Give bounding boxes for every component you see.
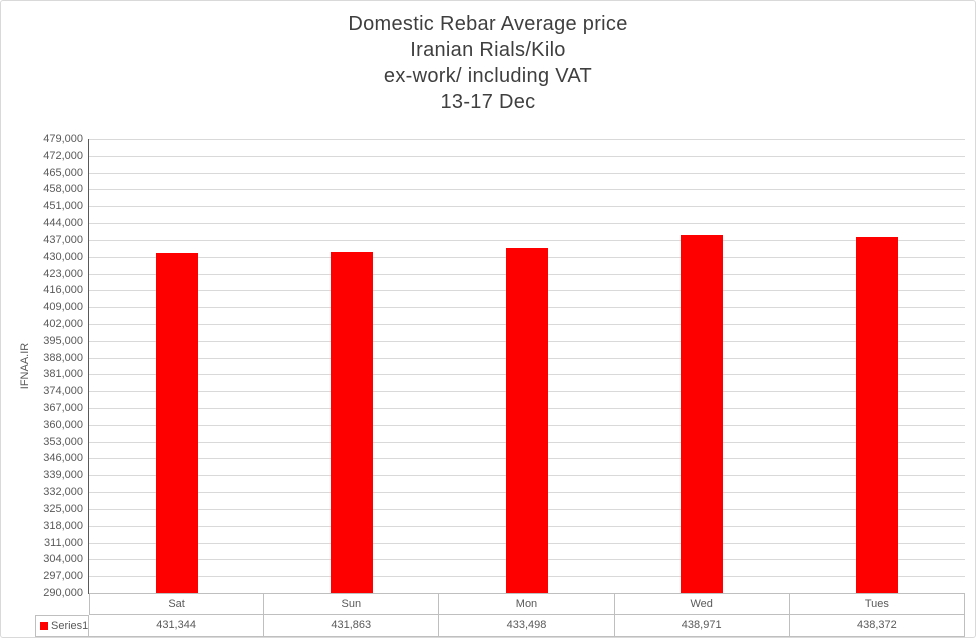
bar-wed (681, 235, 724, 593)
table-header-cell: Tues (789, 593, 965, 615)
y-axis-tick-label: 395,000 (43, 334, 83, 347)
y-axis-tick-label: 325,000 (43, 502, 83, 515)
table-value-cell: 438,971 (614, 615, 790, 637)
gridline (89, 239, 965, 241)
table-header-cell: Sat (89, 593, 265, 615)
y-axis-tick-label: 423,000 (43, 267, 83, 280)
y-axis-title: IFNAA.IR (19, 342, 31, 390)
y-axis-tick-label: 465,000 (43, 166, 83, 179)
gridline (89, 172, 965, 174)
y-axis-tick-label: 311,000 (44, 536, 83, 549)
y-axis-tick-label: 458,000 (43, 183, 83, 196)
legend-label: Series1 (51, 620, 89, 632)
y-axis-tick-label: 472,000 (43, 149, 83, 162)
y-axis-tick-label: 332,000 (43, 486, 83, 499)
chart-title: Domestic Rebar Average price Iranian Ria… (1, 11, 975, 115)
table-value-cell: 431,863 (264, 615, 440, 637)
y-axis-tick-label: 409,000 (43, 301, 83, 314)
y-axis-tick-label: 451,000 (43, 200, 83, 213)
y-axis-line (88, 139, 89, 594)
chart-title-line-2: Iranian Rials/Kilo (410, 39, 566, 61)
gridline (89, 223, 965, 225)
y-axis-tick-label: 381,000 (43, 368, 83, 381)
y-axis-tick-label: 374,000 (43, 385, 83, 398)
table-header-cell: Wed (614, 593, 790, 615)
series-color-swatch (40, 622, 48, 630)
y-axis-tick-label: 360,000 (43, 418, 83, 431)
bar-sun (330, 252, 373, 593)
y-axis-tick-label: 479,000 (43, 133, 83, 145)
table-value-cell: 431,344 (89, 615, 265, 637)
y-axis-tick-label: 297,000 (43, 570, 83, 583)
y-axis-tick-label: 346,000 (43, 452, 83, 465)
gridline (89, 155, 965, 157)
gridline (89, 206, 965, 208)
table-header-cell: Mon (439, 593, 615, 615)
y-axis-tick-label: 388,000 (43, 351, 83, 364)
chart-title-line-1: Domestic Rebar Average price (348, 13, 628, 35)
bar-sat (155, 253, 198, 593)
table-value-cell: 438,372 (789, 615, 965, 637)
y-axis-tick-label: 353,000 (43, 435, 83, 448)
y-axis-tick-label: 444,000 (43, 217, 83, 230)
bar-mon (506, 248, 548, 593)
gridline (89, 139, 965, 140)
y-axis-tick-label: 304,000 (43, 553, 83, 566)
table-header-cell: Sun (264, 593, 440, 615)
y-axis-tick-label: 367,000 (43, 402, 83, 415)
y-axis-tick-label: 430,000 (43, 250, 83, 263)
y-axis-tick-label: 339,000 (43, 469, 83, 482)
y-axis-tick-label: 437,000 (43, 233, 83, 246)
y-axis-tick-label: 290,000 (43, 587, 83, 599)
chart-title-line-4: 13-17 Dec (440, 91, 536, 113)
table-value-cell: 433,498 (439, 615, 615, 637)
y-axis-tick-label: 416,000 (43, 284, 83, 297)
bar-tues (856, 236, 899, 593)
y-axis-tick-label: 318,000 (43, 519, 83, 532)
chart-title-line-3: ex-work/ including VAT (383, 65, 593, 87)
y-axis-tick-label: 402,000 (43, 317, 83, 330)
gridline (89, 189, 965, 191)
legend-cell: Series1 (35, 615, 89, 637)
